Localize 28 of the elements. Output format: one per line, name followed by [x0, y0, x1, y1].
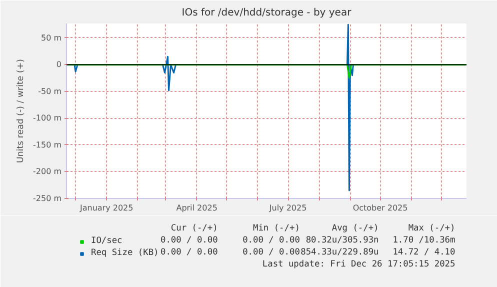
text: 80.32u/305.93n	[306, 236, 379, 246]
x-tick-label: January 2025	[78, 204, 134, 212]
y-tick-label: 0	[56, 60, 62, 70]
text: 0.00 / 0.00	[242, 248, 300, 258]
chart-title: IOs for /dev/hdd/storage - by year	[182, 8, 352, 18]
y-tick-label: -200 m	[33, 167, 62, 176]
legend-label: Req Size (KB)	[91, 248, 159, 258]
text: Last update: Fri Dec 26 17:05:15 2025	[262, 260, 456, 270]
text: 0.00 / 0.00	[160, 236, 218, 246]
text: Avg (-/+)	[332, 224, 379, 234]
y-tick-label: -100 m	[33, 114, 62, 123]
y-tick-label: -50 m	[38, 86, 62, 96]
text: 14.72 / 4.10	[392, 248, 456, 258]
text: 0.00 / 0.00	[242, 236, 300, 246]
y-tick-label: 50 m	[40, 33, 62, 42]
text: Cur (-/+)	[170, 224, 218, 234]
x-tick-label: April 2025	[176, 204, 218, 212]
legend-label: IO/sec	[91, 236, 122, 246]
text: Max (-/+)	[408, 224, 456, 234]
x-tick-label: July 2025	[268, 204, 307, 212]
y-tick-label: -250 m	[33, 194, 62, 203]
text: Min (-/+)	[252, 224, 300, 234]
x-tick-label: October 2025	[352, 204, 408, 212]
text: 0.00 / 0.00	[160, 248, 218, 258]
y-tick-label: -150 m	[33, 140, 62, 150]
text: 854.33u/229.89u	[300, 248, 379, 258]
text: 1.70 /10.36m	[392, 236, 456, 246]
y-axis-title: Units read (-) / write (+)	[16, 59, 26, 163]
